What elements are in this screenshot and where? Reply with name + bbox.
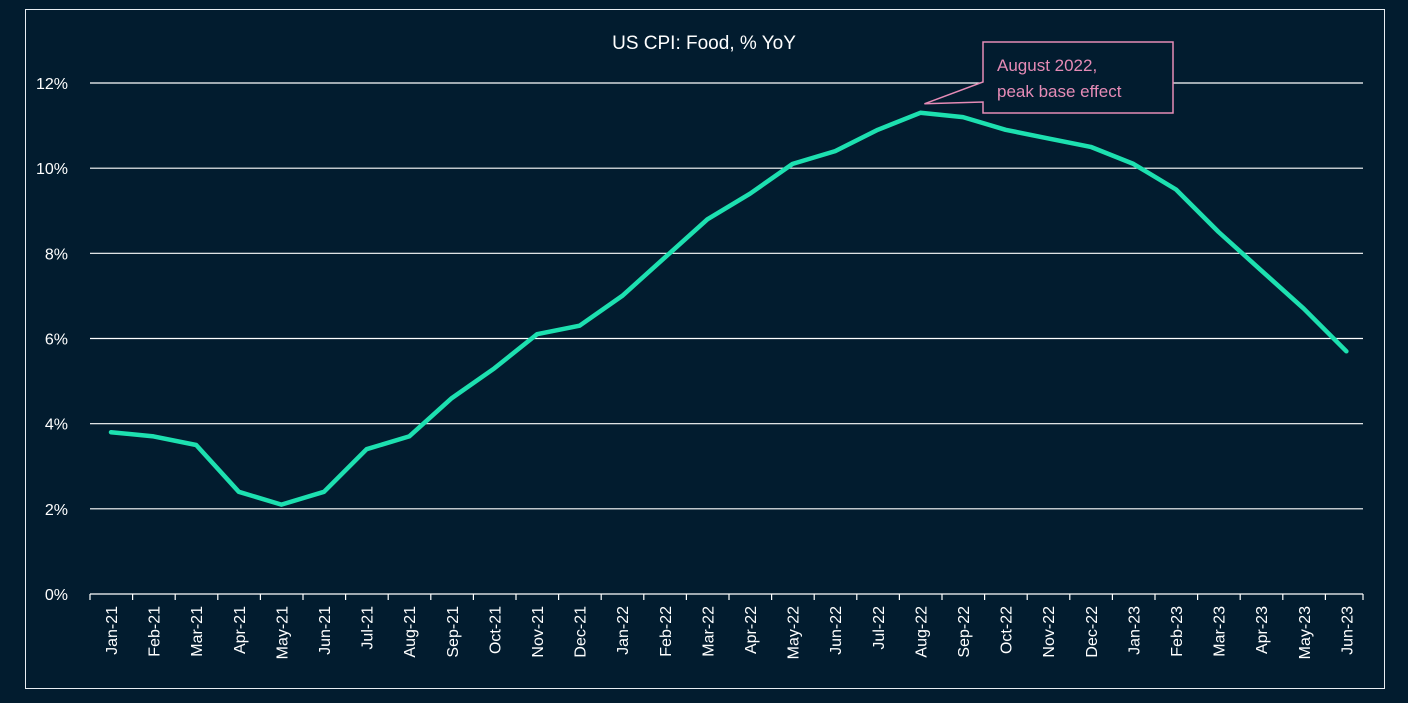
x-tick-label: Feb-22 — [658, 606, 675, 657]
series-group — [108, 110, 1349, 507]
x-tick-label: Oct-22 — [999, 606, 1016, 654]
x-tick-label: Nov-22 — [1041, 606, 1058, 658]
x-tick-label: Jul-21 — [360, 606, 377, 650]
annotation: August 2022, peak base effect — [924, 41, 1174, 114]
x-tick-label: Nov-21 — [530, 606, 547, 658]
x-tick-label: Jul-22 — [871, 606, 888, 650]
y-tick-label: 10% — [36, 161, 68, 178]
grid — [90, 82, 1363, 510]
chart-frame — [25, 9, 1385, 689]
x-tick-label: Oct-21 — [487, 606, 504, 654]
x-tick-label: Jan-23 — [1126, 606, 1143, 655]
x-tick-label: Jan-22 — [615, 606, 632, 655]
x-tick-label: Jan-21 — [104, 606, 121, 655]
series-line — [108, 110, 1349, 507]
x-tick-label: Jun-22 — [828, 606, 845, 655]
y-tick-label: 0% — [45, 587, 68, 604]
x-tick-label: May-22 — [786, 606, 803, 659]
x-tick-label: Aug-21 — [402, 606, 419, 658]
y-tick-label: 6% — [45, 332, 68, 349]
x-tick-label: Apr-21 — [232, 606, 249, 654]
y-tick-label: 4% — [45, 417, 68, 434]
y-axis: 0% 2% 4% 6% 8% 10% 12% — [36, 76, 68, 604]
x-tick-label: Dec-22 — [1084, 606, 1101, 658]
x-tick-label: Dec-21 — [573, 606, 590, 658]
x-tick-label: Jun-21 — [317, 606, 334, 655]
annotation-text: peak base effect — [997, 82, 1122, 101]
y-tick-label: 8% — [45, 246, 68, 263]
x-axis: Jan-21 Feb-21 Mar-21 Apr-21 May-21 Jun-21 Jul-… — [89, 593, 1364, 659]
x-tick-label: Mar-23 — [1212, 606, 1229, 657]
x-tick-label: Mar-21 — [189, 606, 206, 657]
y-tick-label: 2% — [45, 502, 68, 519]
x-tick-label: Apr-22 — [743, 606, 760, 654]
x-tick-label: Aug-22 — [913, 606, 930, 658]
x-tick-label: Apr-23 — [1254, 606, 1271, 654]
y-tick-label: 12% — [36, 76, 68, 93]
x-tick-label: Feb-21 — [147, 606, 164, 657]
x-tick-label: Sep-21 — [445, 606, 462, 658]
x-tick-label: Mar-22 — [700, 606, 717, 657]
x-tick-label: Sep-22 — [956, 606, 973, 658]
x-tick-label: May-23 — [1297, 606, 1314, 659]
chart-title: US CPI: Food, % YoY — [612, 33, 796, 54]
x-tick-label: May-21 — [274, 606, 291, 659]
annotation-callout — [924, 41, 1174, 114]
x-tick-label: Jun-23 — [1339, 606, 1356, 655]
annotation-text: August 2022, — [997, 56, 1097, 75]
x-tick-label: Feb-23 — [1169, 606, 1186, 657]
